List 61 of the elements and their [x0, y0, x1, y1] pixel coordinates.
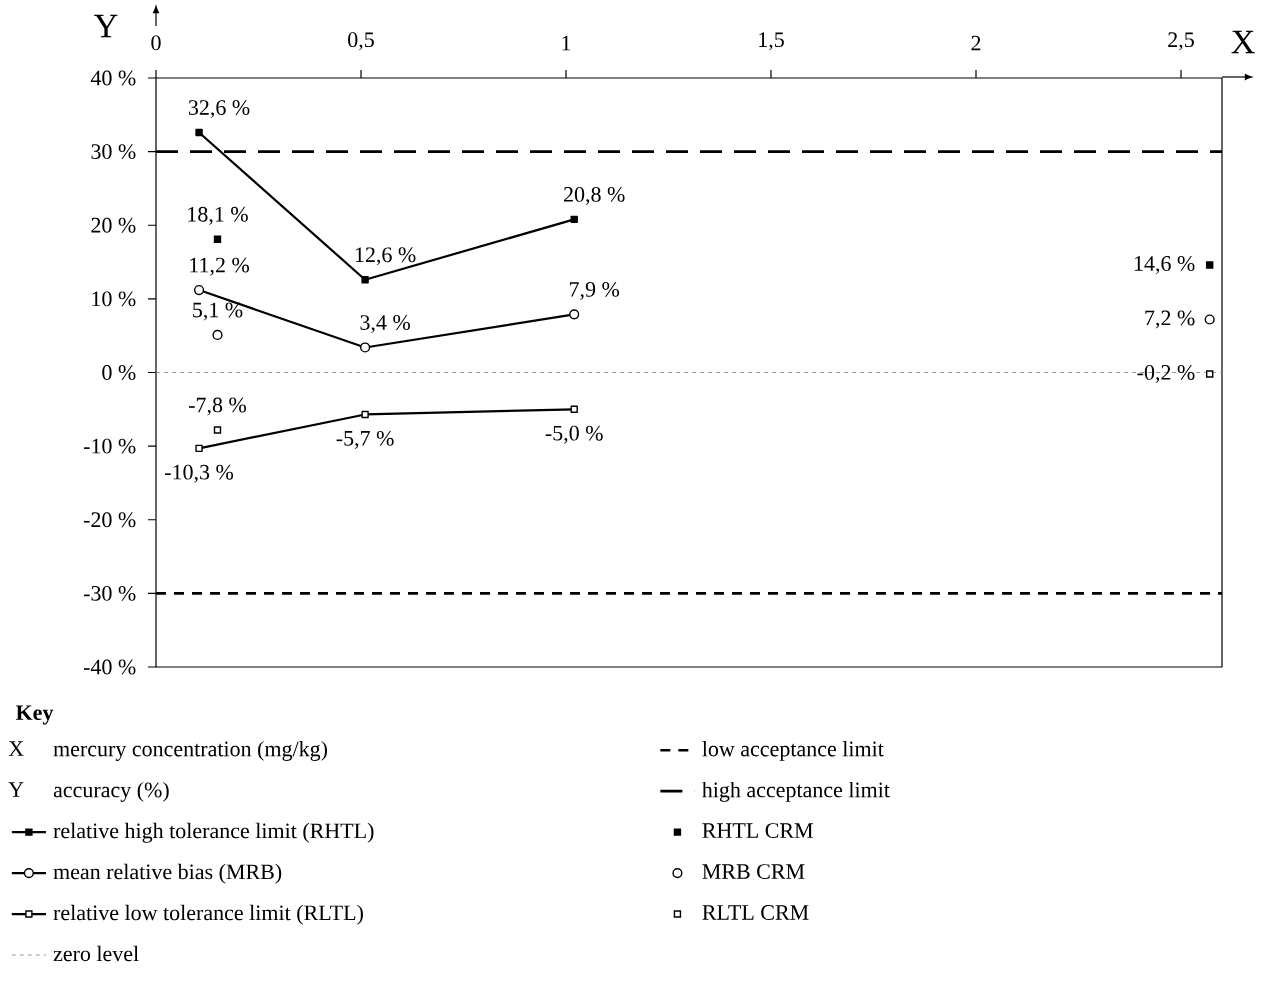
legend-label: low acceptance limit: [702, 740, 884, 761]
point: [361, 276, 369, 284]
data-label: -7,8 %: [188, 397, 247, 416]
legend-label: MRB CRM: [702, 864, 805, 879]
point: [213, 235, 222, 243]
x-tick-label: 1: [562, 35, 571, 51]
point: [213, 426, 222, 434]
text: X: [8, 741, 24, 756]
point: [1206, 370, 1214, 378]
legend-label: relative low tolerance limit (RLTL): [53, 904, 363, 925]
point: [570, 215, 578, 224]
text: accuracy (%): [53, 781, 169, 802]
data-label: 14,6 %: [1134, 256, 1195, 275]
data-label: 7,2 %: [1145, 310, 1195, 329]
data-label: 18,1 %: [188, 206, 248, 225]
x-tick-label: 0: [151, 35, 161, 51]
data-label: 11,2 %: [190, 257, 250, 276]
text: mercury concentration (mg/kg): [53, 740, 328, 761]
point: [360, 342, 371, 353]
x-tick-label: 2: [971, 35, 981, 51]
legend-label: relative high tolerance limit (RHTL): [53, 822, 374, 843]
data-label: -5,7 %: [336, 430, 394, 449]
y-tick-label: -30 %: [83, 585, 136, 601]
data-label: 20,8 %: [564, 186, 625, 205]
x-tick-label: 1,5: [759, 32, 784, 51]
y-axis-title: Y: [94, 14, 118, 38]
y-tick-label: -10 %: [83, 438, 136, 454]
data-label: 7,9 %: [569, 281, 620, 300]
point: [361, 410, 369, 419]
data-label: 3,4 %: [360, 315, 410, 334]
legend-label: RHTL CRM: [702, 823, 813, 838]
x-tick-label: 2,5: [1168, 32, 1194, 51]
x-tick-label: 0,5: [348, 32, 374, 51]
y-tick-label: -20 %: [83, 512, 136, 528]
legend-label: high acceptance limit: [702, 781, 890, 802]
y-tick-label: -40 %: [83, 659, 136, 675]
y-tick-label: 40 %: [90, 70, 136, 86]
legend-label: RLTL CRM: [702, 905, 809, 920]
point: [193, 284, 205, 296]
legend-title: Key: [15, 705, 54, 725]
point: [195, 444, 203, 453]
data-label: 5,1 %: [193, 302, 243, 321]
y-tick-label: 10 %: [92, 291, 136, 307]
y-tick-label: 0 %: [102, 365, 136, 380]
text: Y: [8, 782, 24, 797]
y-tick-label: 20 %: [91, 217, 136, 233]
point: [195, 128, 203, 137]
point: [1204, 314, 1215, 325]
x-axis-title: X: [1231, 30, 1255, 54]
legend-label: zero level: [53, 945, 139, 962]
data-label: -0,2 %: [1137, 364, 1195, 383]
legend-label: mean relative bias (MRB): [53, 863, 282, 884]
data-label: -5,0 %: [545, 425, 603, 444]
point: [1206, 261, 1214, 269]
y-tick-label: 30 %: [91, 144, 136, 160]
point: [570, 405, 578, 414]
point: [212, 329, 223, 341]
data-label: 32,6 %: [188, 100, 250, 119]
data-label: -10,3 %: [165, 464, 234, 483]
point: [569, 309, 580, 320]
data-label: 12,6 %: [355, 247, 416, 266]
